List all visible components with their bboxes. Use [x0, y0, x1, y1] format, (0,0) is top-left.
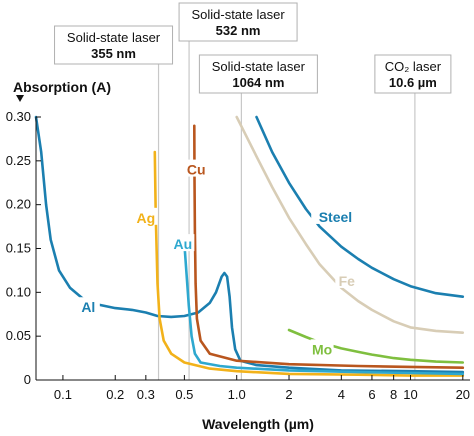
- series-label-text-fe: Fe: [339, 273, 356, 289]
- x-tick-label-2: 2: [285, 387, 292, 402]
- laser-box-532-nm: [178, 2, 298, 42]
- laser-wavelength-10-6-m: 10.6 µm: [389, 75, 437, 90]
- series-line-steel: [255, 115, 465, 298]
- x-tick-label-0-1: 0.1: [54, 387, 72, 402]
- laser-box-355-nm: [54, 25, 174, 65]
- series-label-bg-cu: [184, 159, 208, 177]
- series-label-al: Al: [76, 297, 100, 315]
- series-line-ag: [153, 150, 465, 377]
- x-tick-label-1-0: 1.0: [228, 387, 246, 402]
- x-tick-label-4: 4: [338, 387, 345, 402]
- y-axis-title: Absorption (A): [13, 79, 111, 95]
- series-label-bg-fe: [335, 270, 359, 288]
- laser-name-1064-nm: Solid-state laser: [212, 59, 306, 74]
- series-label-bg-al: [76, 297, 100, 315]
- laser-name-10-6-m: CO₂ laser: [385, 59, 442, 74]
- y-tick-label-0-15: 0.15: [6, 241, 31, 256]
- series-label-bg-ag: [134, 207, 158, 225]
- laser-wavelength-355-nm: 355 nm: [91, 46, 136, 61]
- axes: Absorption (A) Wavelength (µm) 00.050.10…: [6, 79, 470, 432]
- series-label-text-au: Au: [174, 236, 193, 252]
- laser-wavelength-1064-nm: 1064 nm: [232, 75, 284, 90]
- laser-box-1064-nm: [198, 54, 318, 94]
- series-label-mo: Mo: [310, 339, 334, 357]
- x-tick-label-8: 8: [390, 387, 397, 402]
- y-tick-label-0: 0: [24, 372, 31, 387]
- series-label-text-ag: Ag: [137, 210, 156, 226]
- laser-wavelength-532-nm: 532 nm: [216, 23, 261, 38]
- x-tick-label-0-5: 0.5: [175, 387, 193, 402]
- x-tick-label-0-3: 0.3: [137, 387, 155, 402]
- y-tick-label-0-05: 0.05: [6, 328, 31, 343]
- series-lines: [34, 115, 465, 377]
- series-label-bg-mo: [310, 339, 334, 357]
- x-tick-label-20: 20: [456, 387, 470, 402]
- x-tick-label-10: 10: [403, 387, 417, 402]
- series-line-cu: [193, 124, 465, 369]
- y-axis-arrow: [16, 95, 24, 102]
- y-tick-label-0-20: 0.20: [6, 197, 31, 212]
- y-tick-label-0-25: 0.25: [6, 153, 31, 168]
- laser-box-10-6-m: [374, 54, 452, 94]
- series-label-ag: Ag: [134, 207, 158, 226]
- x-tick-label-0-2: 0.2: [106, 387, 124, 402]
- series-line-al: [34, 115, 465, 374]
- series-label-text-al: Al: [81, 299, 95, 315]
- y-tick-label-0-10: 0.10: [6, 284, 31, 299]
- series-label-bg-au: [171, 234, 195, 252]
- series-label-bg-steel: [311, 206, 360, 224]
- laser-name-532-nm: Solid-state laser: [191, 7, 285, 22]
- series-labels: Al Ag Au Cu Steel Fe Mo: [76, 159, 360, 357]
- y-tick-label-0-30: 0.30: [6, 109, 31, 124]
- series-line-au: [183, 242, 465, 376]
- series-label-text-steel: Steel: [319, 209, 352, 225]
- series-label-steel: Steel: [311, 206, 360, 225]
- series-label-au: Au: [171, 234, 195, 252]
- x-axis-title: Wavelength (µm): [202, 416, 314, 432]
- series-label-fe: Fe: [335, 270, 359, 289]
- series-label-cu: Cu: [184, 159, 208, 178]
- series-label-text-mo: Mo: [312, 341, 332, 357]
- laser-name-355-nm: Solid-state laser: [67, 30, 161, 45]
- x-tick-label-6: 6: [368, 387, 375, 402]
- series-label-text-cu: Cu: [187, 162, 206, 178]
